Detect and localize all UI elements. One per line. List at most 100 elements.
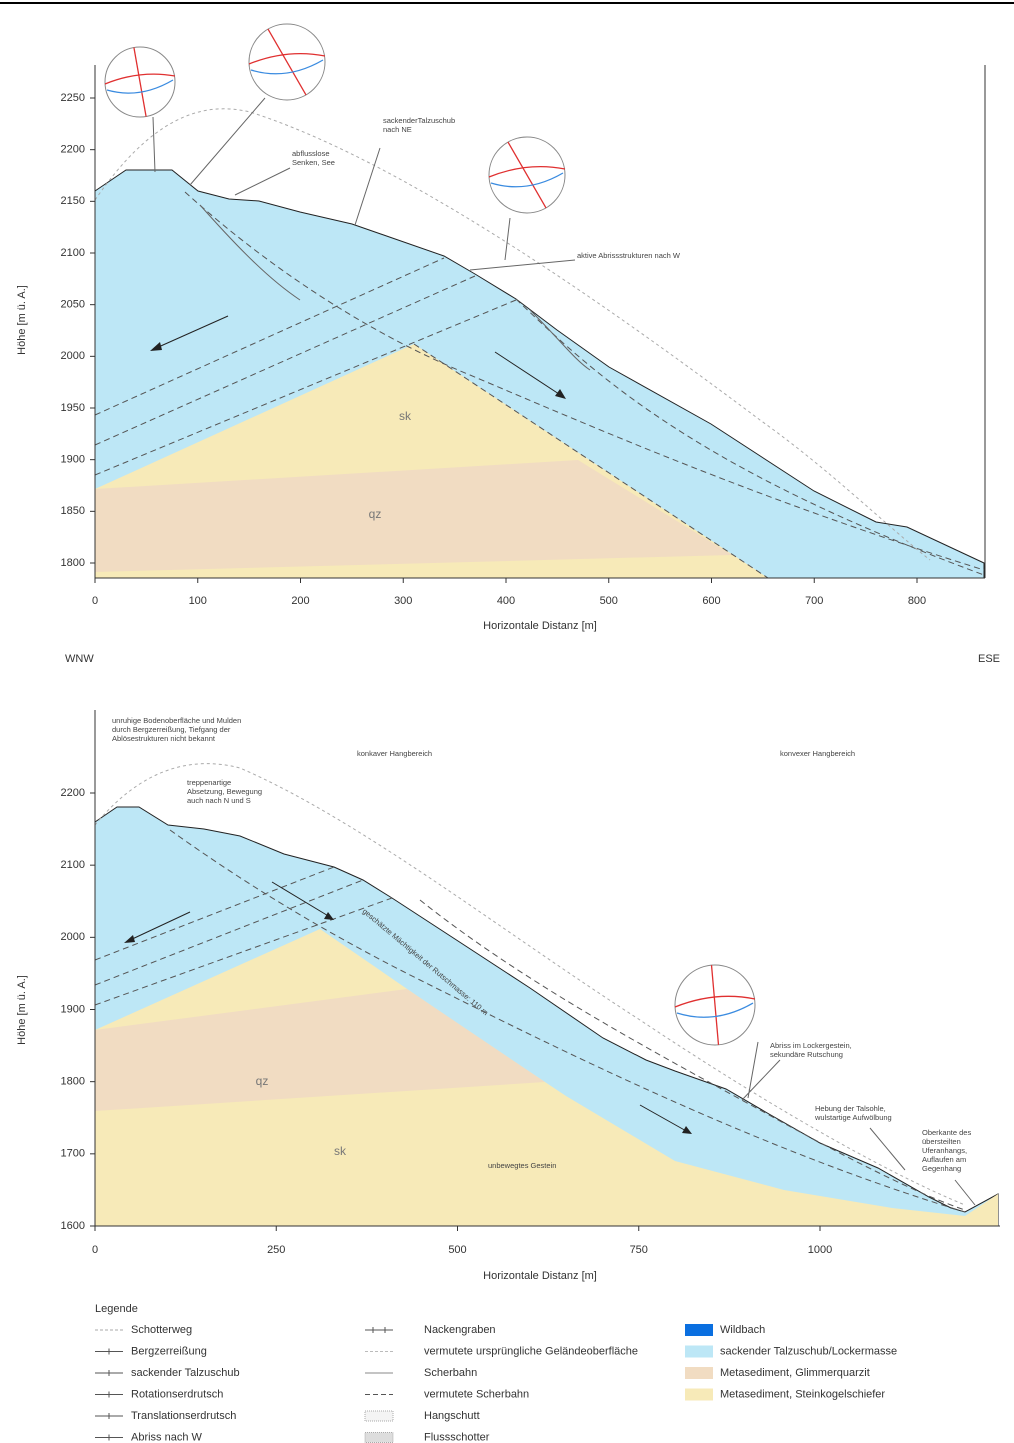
annotation: qz	[369, 507, 382, 521]
annotation: aktive Abrissstrukturen nach W	[577, 251, 681, 260]
y-tick-label: 2000	[61, 350, 85, 362]
page: 0100200300400500600700800180018501900195…	[0, 0, 1014, 1443]
y-tick-label: 1950	[61, 402, 85, 414]
annotation-text: nach NE	[383, 125, 412, 134]
y-tick-label: 2100	[61, 247, 85, 259]
legend-swatch	[685, 1389, 713, 1401]
legend-label: Nackengraben	[424, 1324, 496, 1336]
annotation-text: sk	[399, 409, 412, 423]
legend-label: Bergzerreißung	[131, 1345, 207, 1357]
legend-label: Rotationserdrutsch	[131, 1388, 223, 1400]
x-tick-label: 400	[497, 595, 515, 607]
annotation-text: übersteilten	[922, 1137, 961, 1146]
y-tick-label: 2150	[61, 195, 85, 207]
y-tick-label: 2100	[61, 859, 85, 871]
x-axis-label: Horizontale Distanz [m]	[483, 620, 597, 632]
x-tick-label: 500	[600, 595, 618, 607]
annotation-text: Abriss im Lockergestein,	[770, 1041, 852, 1050]
legend-label: Hangschutt	[424, 1410, 480, 1422]
annotation: konvexer Hangbereich	[780, 749, 855, 758]
legend-symbol	[365, 1411, 393, 1421]
annotation-text: aktive Abrissstrukturen nach W	[577, 251, 681, 260]
annotation: unruhige Bodenoberfläche und Muldendurch…	[112, 716, 241, 743]
annotation-text: Senken, See	[292, 158, 335, 167]
x-tick-label: 250	[267, 1244, 285, 1256]
x-tick-label: 0	[92, 595, 98, 607]
y-tick-label: 1800	[61, 1076, 85, 1088]
y-tick-label: 1850	[61, 505, 85, 517]
annotation: Abriss im Lockergestein,sekundäre Rutsch…	[770, 1041, 852, 1059]
y-tick-label: 2200	[61, 144, 85, 156]
legend-label: Flussschotter	[424, 1431, 490, 1443]
y-tick-label: 2050	[61, 299, 85, 311]
y-tick-label: 1900	[61, 454, 85, 466]
legend-title: Legende	[95, 1303, 138, 1315]
legend-symbol	[95, 1392, 123, 1398]
annotation: Oberkante desübersteiltenUferanhangs,Auf…	[922, 1128, 971, 1173]
legend-swatch	[365, 1433, 393, 1443]
legend-label: Metasediment, Glimmerquarzit	[720, 1367, 870, 1379]
y-tick-label: 2000	[61, 931, 85, 943]
annotation: qz	[256, 1074, 269, 1088]
annotation-text: Gegenhang	[922, 1164, 961, 1173]
x-tick-label: 0	[92, 1244, 98, 1256]
annotation-text: Hebung der Talsohle,	[815, 1104, 886, 1113]
annotation: sk	[399, 409, 412, 423]
annotation: Hebung der Talsohle,wulstartige Aufwölbu…	[814, 1104, 892, 1122]
legend-label: Metasediment, Steinkogelschiefer	[720, 1388, 885, 1400]
x-tick-label: 200	[291, 595, 309, 607]
legend-label: sackender Talzuschub/Lockermasse	[720, 1345, 897, 1357]
stereonet	[675, 965, 755, 1045]
annotation-text: Oberkante des	[922, 1128, 971, 1137]
annotation-text: sk	[334, 1144, 347, 1158]
legend-symbol	[365, 1433, 393, 1443]
x-tick-label: 800	[908, 595, 926, 607]
annotation-text: unruhige Bodenoberfläche und Mulden	[112, 716, 241, 725]
direction-label: WNW	[65, 653, 94, 665]
figure: 0100200300400500600700800180018501900195…	[0, 0, 1014, 1443]
annotation-text: abflusslose	[292, 149, 330, 158]
annotation-text: unbewegtes Gestein	[488, 1161, 556, 1170]
annotation-text: Absetzung, Bewegung	[187, 787, 262, 796]
legend-label: Scherbahn	[424, 1367, 477, 1379]
annotation-text: Ablösestrukturen nicht bekannt	[112, 734, 216, 743]
x-tick-label: 1000	[808, 1244, 832, 1256]
y-tick-label: 2200	[61, 787, 85, 799]
annotation-text: treppenartige	[187, 778, 231, 787]
stereonet	[249, 24, 325, 100]
annotation-text: auch nach N und S	[187, 796, 251, 805]
annotation-text: konvexer Hangbereich	[780, 749, 855, 758]
legend-label: vermutete Scherbahn	[424, 1388, 529, 1400]
legend-label: Schotterweg	[131, 1324, 192, 1336]
legend-label: sackender Talzuschub	[131, 1367, 240, 1379]
legend-label: Wildbach	[720, 1324, 765, 1336]
x-axis-label: Horizontale Distanz [m]	[483, 1270, 597, 1282]
legend-label: Translationserdrutsch	[131, 1410, 236, 1422]
x-tick-label: 500	[448, 1244, 466, 1256]
x-tick-label: 100	[189, 595, 207, 607]
annotation: sk	[334, 1144, 347, 1158]
legend-label: Abriss nach W	[131, 1431, 203, 1443]
legend-swatch	[365, 1411, 393, 1421]
y-tick-label: 2250	[61, 92, 85, 104]
legend-symbol	[95, 1370, 123, 1376]
annotation-text: sekundäre Rutschung	[770, 1050, 843, 1059]
annotation-text: sackenderTalzuschub	[383, 116, 455, 125]
x-tick-label: 600	[702, 595, 720, 607]
annotation-text: Uferanhangs,	[922, 1146, 967, 1155]
legend-symbol	[95, 1349, 123, 1355]
legend-symbol	[95, 1435, 123, 1441]
x-tick-label: 750	[630, 1244, 648, 1256]
y-tick-label: 1800	[61, 557, 85, 569]
y-axis-label: Höhe [m ü. A.]	[16, 285, 28, 355]
legend-label: vermutete ursprüngliche Geländeoberfläch…	[424, 1345, 638, 1357]
legend-swatch	[685, 1324, 713, 1336]
annotation: unbewegtes Gestein	[488, 1161, 556, 1170]
annotation-text: qz	[256, 1074, 269, 1088]
y-tick-label: 1600	[61, 1220, 85, 1232]
legend-line	[365, 1327, 393, 1333]
annotation-text: qz	[369, 507, 382, 521]
y-tick-label: 1900	[61, 1003, 85, 1015]
